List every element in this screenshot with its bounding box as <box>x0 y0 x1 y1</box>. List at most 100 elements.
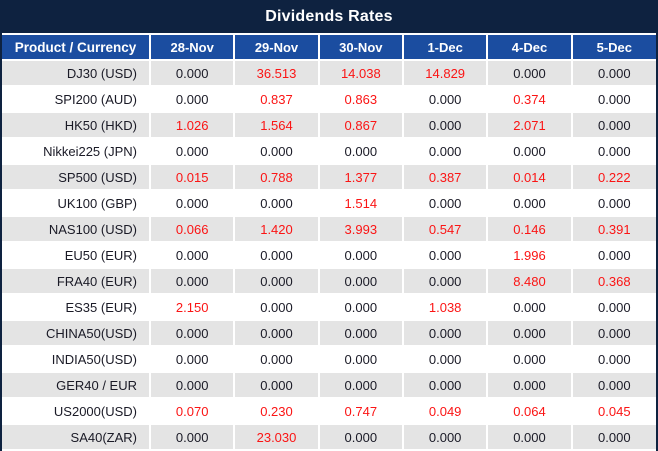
value-cell: 0.000 <box>401 137 489 165</box>
value-cell: 0.000 <box>570 371 656 399</box>
title-bar: Dividends Rates <box>2 0 656 35</box>
value-cell: 0.070 <box>148 397 236 425</box>
value-cell: 1.026 <box>148 111 236 139</box>
value-cell: 36.513 <box>233 59 320 87</box>
value-cell: 0.000 <box>148 345 236 373</box>
product-cell: CHINA50(USD) <box>2 319 151 347</box>
value-cell: 0.000 <box>317 267 404 295</box>
value-cell: 0.000 <box>317 137 404 165</box>
value-cell: 0.000 <box>486 189 573 217</box>
value-cell: 0.230 <box>233 397 320 425</box>
product-cell: DJ30 (USD) <box>2 59 151 87</box>
value-cell: 0.374 <box>486 85 573 113</box>
value-cell: 0.000 <box>570 293 656 321</box>
value-cell: 0.000 <box>401 189 489 217</box>
value-cell: 0.000 <box>401 371 489 399</box>
product-cell: SA40(ZAR) <box>2 423 151 449</box>
value-cell: 0.000 <box>317 371 404 399</box>
value-cell: 0.000 <box>233 345 320 373</box>
value-cell: 0.000 <box>233 189 320 217</box>
value-cell: 0.000 <box>570 59 656 87</box>
value-cell: 3.993 <box>317 215 404 243</box>
value-cell: 0.000 <box>570 345 656 373</box>
value-cell: 0.000 <box>148 267 236 295</box>
value-cell: 0.000 <box>486 293 573 321</box>
value-cell: 0.000 <box>233 371 320 399</box>
value-cell: 0.391 <box>570 215 656 243</box>
table-row: GER40 / EUR 0.000 0.000 0.000 0.000 0.000 0.00… <box>2 371 656 399</box>
value-cell: 0.000 <box>233 293 320 321</box>
value-cell: 0.000 <box>570 137 656 165</box>
value-cell: 0.867 <box>317 111 404 139</box>
value-cell: 0.000 <box>486 137 573 165</box>
column-header-date: 28-Nov <box>148 35 236 61</box>
value-cell: 0.000 <box>317 241 404 269</box>
value-cell: 1.564 <box>233 111 320 139</box>
value-cell: 0.000 <box>233 267 320 295</box>
table-row: US2000(USD) 0.070 0.230 0.747 0.049 0.064 0.04… <box>2 397 656 425</box>
value-cell: 0.000 <box>148 371 236 399</box>
value-cell: 0.863 <box>317 85 404 113</box>
table-row: SP500 (USD) 0.015 0.788 1.377 0.387 0.014 0.22… <box>2 163 656 191</box>
value-cell: 0.837 <box>233 85 320 113</box>
column-header-date: 30-Nov <box>317 35 404 61</box>
value-cell: 0.000 <box>570 189 656 217</box>
value-cell: 1.514 <box>317 189 404 217</box>
value-cell: 1.377 <box>317 163 404 191</box>
table-row: HK50 (HKD) 1.026 1.564 0.867 0.000 2.071 0.000 <box>2 111 656 139</box>
value-cell: 0.000 <box>401 345 489 373</box>
product-cell: NAS100 (USD) <box>2 215 151 243</box>
table-row: ES35 (EUR) 2.150 0.000 0.000 1.038 0.000 0.000 <box>2 293 656 321</box>
value-cell: 0.000 <box>401 85 489 113</box>
value-cell: 1.996 <box>486 241 573 269</box>
value-cell: 0.000 <box>401 267 489 295</box>
value-cell: 0.064 <box>486 397 573 425</box>
value-cell: 0.000 <box>486 371 573 399</box>
table-row: FRA40 (EUR) 0.000 0.000 0.000 0.000 8.480 0.36… <box>2 267 656 295</box>
table-row: UK100 (GBP) 0.000 0.000 1.514 0.000 0.000 0.00… <box>2 189 656 217</box>
page-title: Dividends Rates <box>265 7 393 25</box>
value-cell: 0.000 <box>317 423 404 449</box>
column-header-date: 4-Dec <box>486 35 573 61</box>
value-cell: 0.000 <box>570 85 656 113</box>
product-cell: Nikkei225 (JPN) <box>2 137 151 165</box>
value-cell: 0.000 <box>401 319 489 347</box>
value-cell: 0.547 <box>401 215 489 243</box>
value-cell: 23.030 <box>233 423 320 449</box>
table-row: EU50 (EUR) 0.000 0.000 0.000 0.000 1.996 0.000 <box>2 241 656 269</box>
value-cell: 0.049 <box>401 397 489 425</box>
value-cell: 2.150 <box>148 293 236 321</box>
value-cell: 0.000 <box>486 423 573 449</box>
value-cell: 0.000 <box>401 111 489 139</box>
column-header-date: 5-Dec <box>570 35 656 61</box>
column-header-date: 29-Nov <box>233 35 320 61</box>
value-cell: 14.038 <box>317 59 404 87</box>
value-cell: 0.000 <box>148 85 236 113</box>
table-row: NAS100 (USD) 0.066 1.420 3.993 0.547 0.146 0.3… <box>2 215 656 243</box>
value-cell: 0.000 <box>148 189 236 217</box>
value-cell: 0.000 <box>486 345 573 373</box>
value-cell: 0.000 <box>486 59 573 87</box>
product-cell: SP500 (USD) <box>2 163 151 191</box>
value-cell: 0.000 <box>148 59 236 87</box>
product-cell: UK100 (GBP) <box>2 189 151 217</box>
value-cell: 0.000 <box>317 293 404 321</box>
value-cell: 0.000 <box>486 319 573 347</box>
table-row: INDIA50(USD) 0.000 0.000 0.000 0.000 0.000 0.0… <box>2 345 656 373</box>
value-cell: 0.066 <box>148 215 236 243</box>
header-row: Product / Currency 28-Nov 29-Nov 30-Nov … <box>2 35 656 61</box>
value-cell: 0.788 <box>233 163 320 191</box>
value-cell: 0.387 <box>401 163 489 191</box>
value-cell: 0.000 <box>570 423 656 449</box>
value-cell: 0.014 <box>486 163 573 191</box>
column-header-date: 1-Dec <box>401 35 489 61</box>
table-row: SPI200 (AUD) 0.000 0.837 0.863 0.000 0.374 0.0… <box>2 85 656 113</box>
value-cell: 1.038 <box>401 293 489 321</box>
value-cell: 0.000 <box>317 319 404 347</box>
value-cell: 0.045 <box>570 397 656 425</box>
value-cell: 8.480 <box>486 267 573 295</box>
product-cell: INDIA50(USD) <box>2 345 151 373</box>
value-cell: 0.000 <box>148 319 236 347</box>
product-cell: SPI200 (AUD) <box>2 85 151 113</box>
